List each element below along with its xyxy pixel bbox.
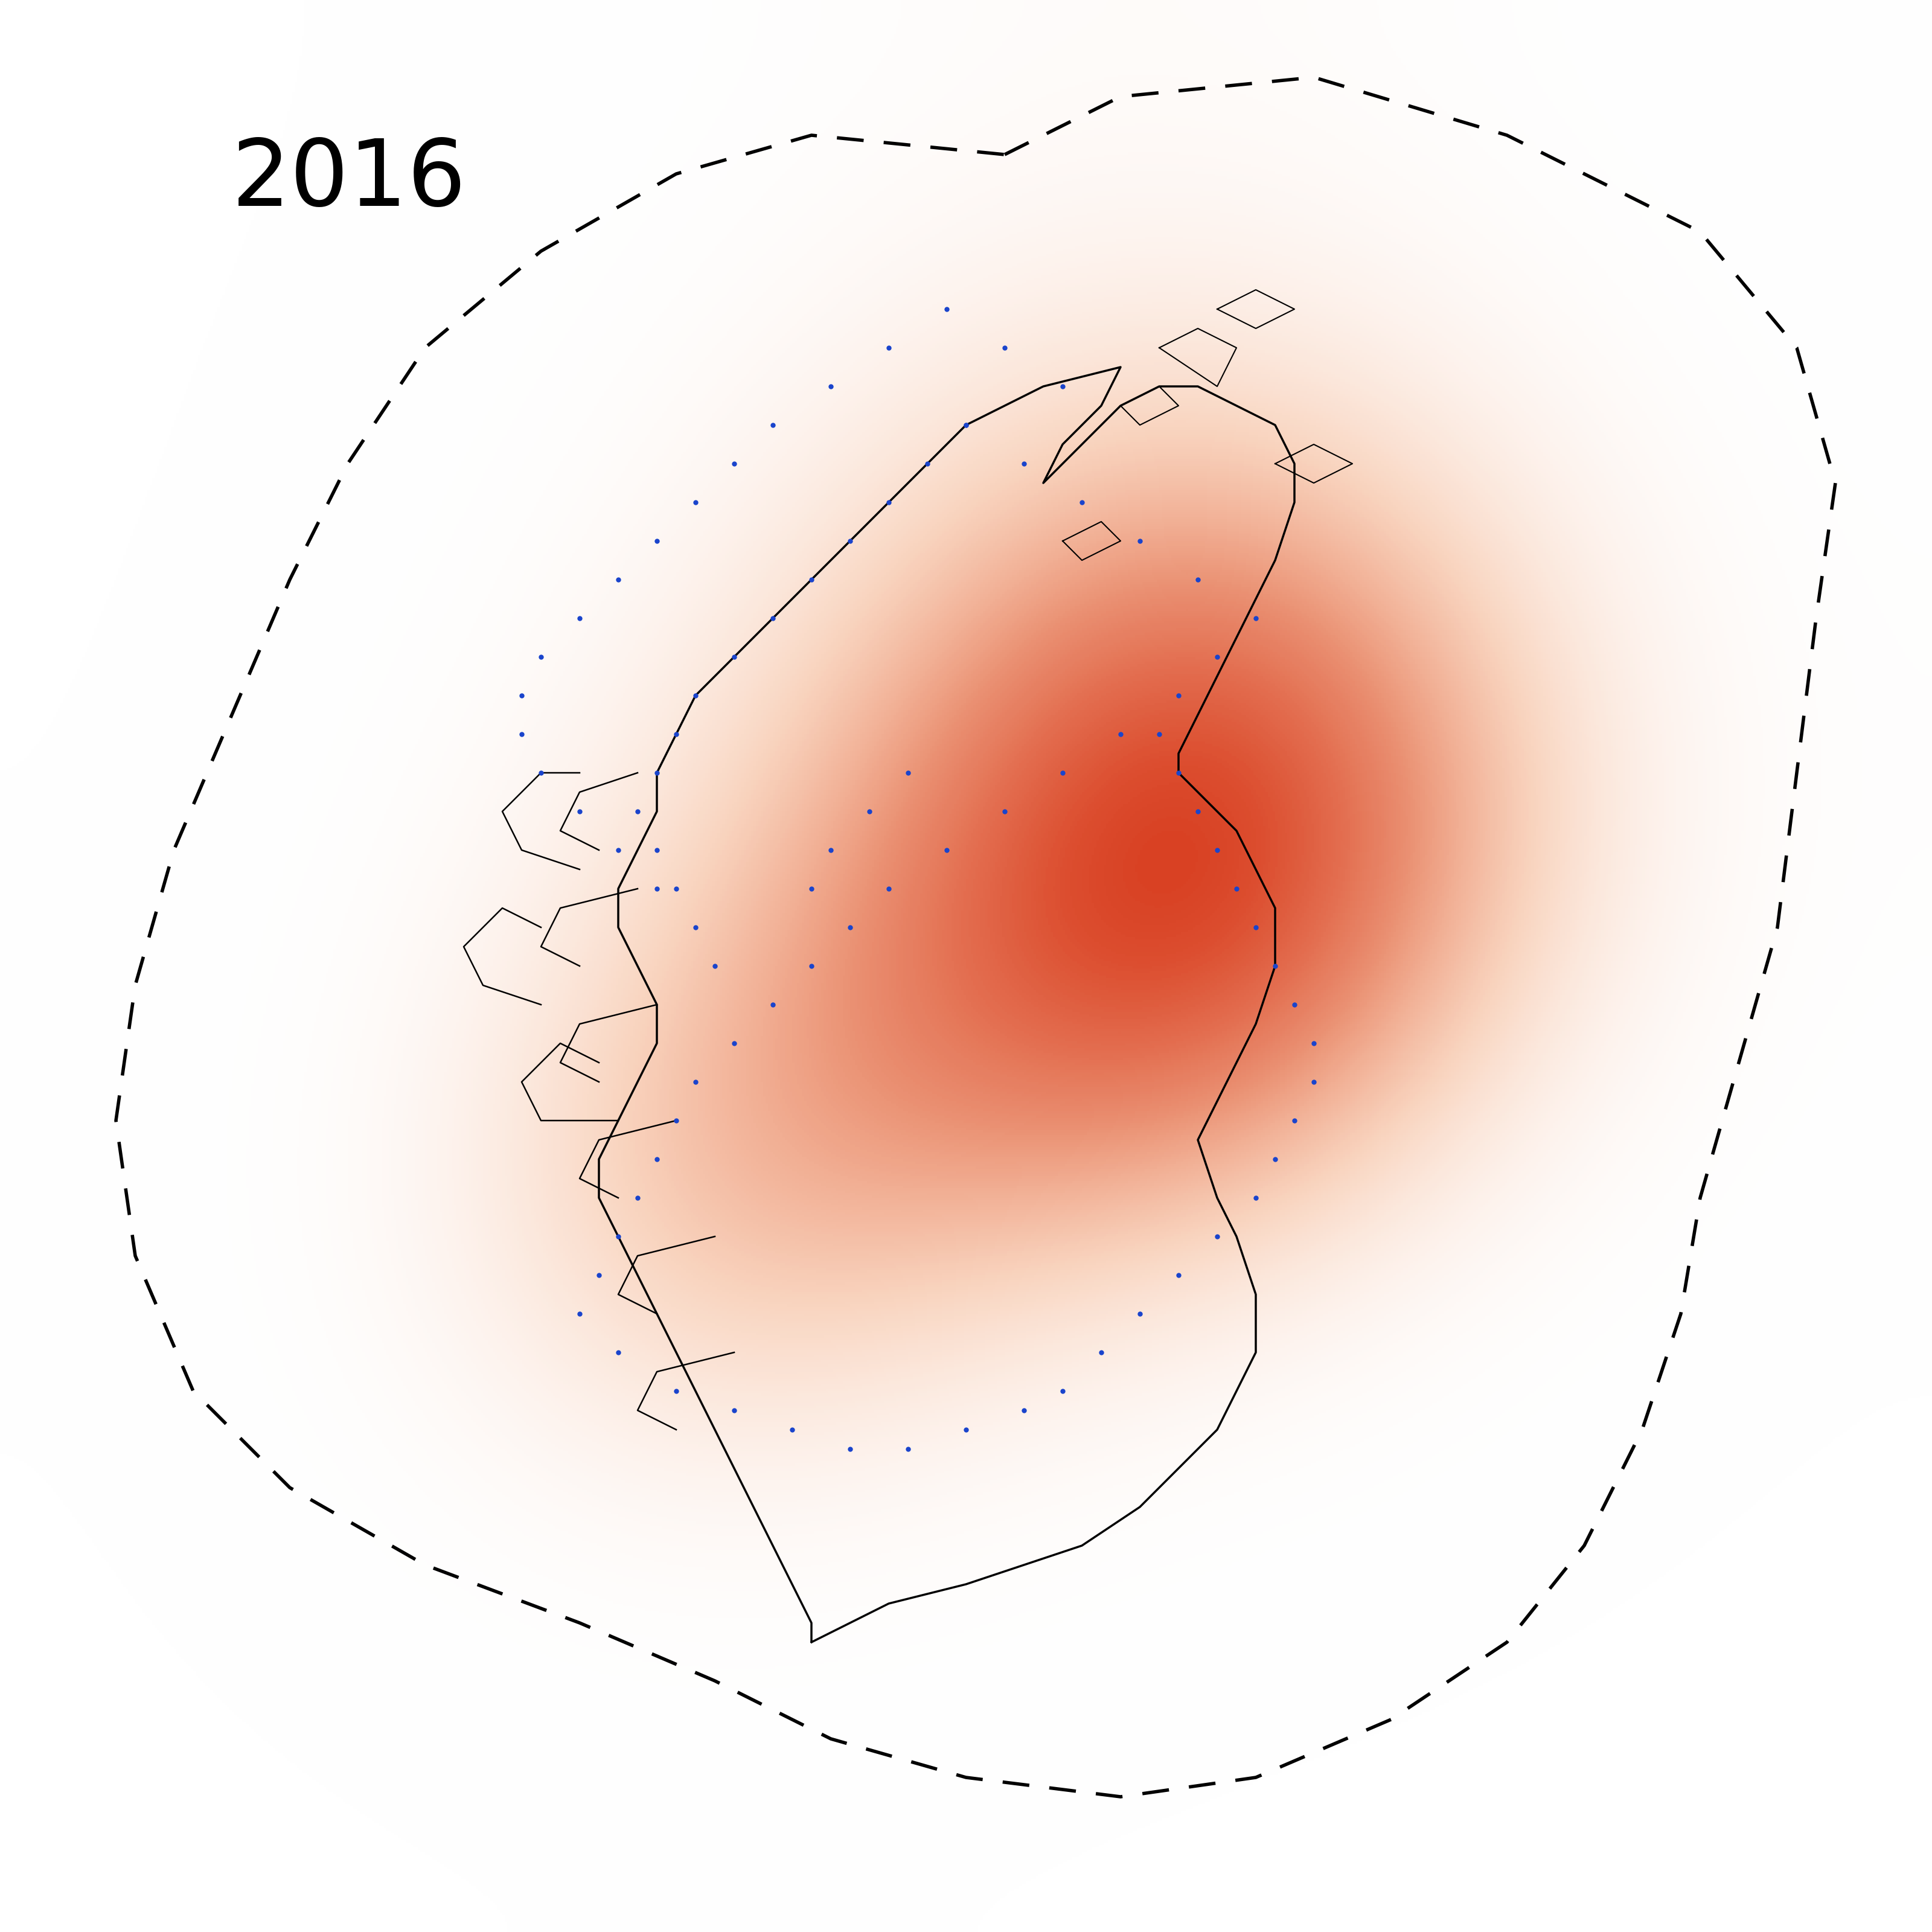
Point <box>719 1395 750 1426</box>
Point <box>989 796 1020 827</box>
Point <box>796 951 827 981</box>
Point <box>526 641 556 672</box>
Point <box>1086 1337 1117 1368</box>
Point <box>564 603 595 634</box>
Point <box>1124 526 1155 556</box>
Point <box>622 1182 653 1213</box>
Point <box>1009 448 1039 479</box>
Point <box>641 835 672 866</box>
Point <box>873 873 904 904</box>
Point <box>1009 1395 1039 1426</box>
Point <box>777 1414 808 1445</box>
Point <box>641 526 672 556</box>
Point <box>815 371 846 402</box>
Point <box>680 680 711 711</box>
Point <box>641 1144 672 1175</box>
Point <box>1260 951 1291 981</box>
Point <box>564 1298 595 1329</box>
Point <box>622 796 653 827</box>
Point <box>1221 873 1252 904</box>
Point <box>757 603 788 634</box>
Point <box>603 564 634 595</box>
Point <box>1144 719 1175 750</box>
Point <box>951 1414 981 1445</box>
Point <box>661 719 692 750</box>
Point <box>719 448 750 479</box>
Point <box>1298 1066 1329 1097</box>
Point <box>835 912 866 943</box>
Point <box>893 1434 923 1464</box>
Point <box>796 564 827 595</box>
Point <box>835 526 866 556</box>
Point <box>641 757 672 788</box>
Point <box>1047 757 1078 788</box>
Point <box>1163 757 1194 788</box>
Point <box>1202 641 1233 672</box>
Point <box>699 951 730 981</box>
Point <box>603 1221 634 1252</box>
Point <box>719 1028 750 1059</box>
Point <box>1047 1376 1078 1406</box>
Point <box>1066 487 1097 518</box>
Point <box>1202 1221 1233 1252</box>
Point <box>873 332 904 363</box>
Text: 2016: 2016 <box>232 135 466 226</box>
Point <box>1163 680 1194 711</box>
Point <box>873 487 904 518</box>
Point <box>661 873 692 904</box>
Point <box>951 410 981 440</box>
Point <box>661 1105 692 1136</box>
Point <box>1124 1298 1155 1329</box>
Point <box>1202 835 1233 866</box>
Point <box>796 873 827 904</box>
Point <box>951 410 981 440</box>
Point <box>661 1376 692 1406</box>
Point <box>680 1066 711 1097</box>
Point <box>1240 603 1271 634</box>
Point <box>1240 1182 1271 1213</box>
Point <box>1163 1260 1194 1291</box>
Point <box>757 410 788 440</box>
Point <box>1298 1028 1329 1059</box>
Point <box>719 641 750 672</box>
Point <box>931 835 962 866</box>
Point <box>603 835 634 866</box>
Point <box>757 989 788 1020</box>
Point <box>680 487 711 518</box>
Point <box>641 873 672 904</box>
Point <box>506 680 537 711</box>
Point <box>506 719 537 750</box>
Point <box>1279 1105 1310 1136</box>
Point <box>931 294 962 325</box>
Point <box>583 1260 614 1291</box>
Point <box>912 448 943 479</box>
Point <box>603 1337 634 1368</box>
Point <box>893 757 923 788</box>
Point <box>526 757 556 788</box>
Point <box>1105 719 1136 750</box>
Point <box>989 332 1020 363</box>
Point <box>1240 912 1271 943</box>
Point <box>835 1434 866 1464</box>
Point <box>1047 371 1078 402</box>
Point <box>564 796 595 827</box>
Point <box>854 796 885 827</box>
Point <box>815 835 846 866</box>
Point <box>1182 564 1213 595</box>
Point <box>1182 796 1213 827</box>
Point <box>680 912 711 943</box>
Point <box>1279 989 1310 1020</box>
Point <box>1260 1144 1291 1175</box>
